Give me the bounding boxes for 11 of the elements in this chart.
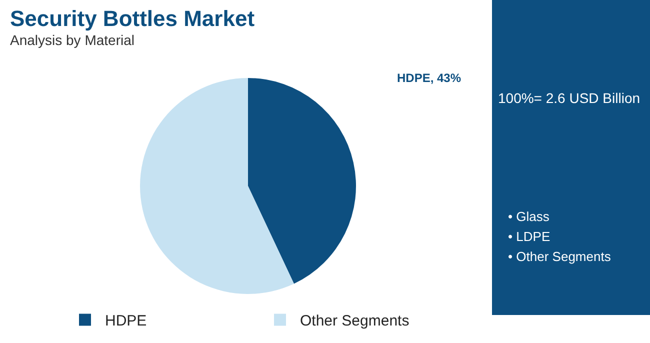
- data-label: HDPE, 43%: [397, 71, 462, 85]
- text: • LDPE: [508, 229, 550, 244]
- text: • Other Segments: [508, 249, 612, 264]
- pie-slice: [248, 78, 356, 284]
- pie-slice: [140, 78, 294, 294]
- chart-subtitle: Analysis by Material: [10, 32, 134, 48]
- legend-label: Other Segments: [300, 312, 410, 330]
- chart-title: Security Bottles Market: [10, 6, 256, 31]
- text: • Glass: [508, 209, 550, 224]
- legend-label: HDPE: [105, 312, 147, 330]
- text: 100%= 2.6 USD Billion: [498, 90, 640, 106]
